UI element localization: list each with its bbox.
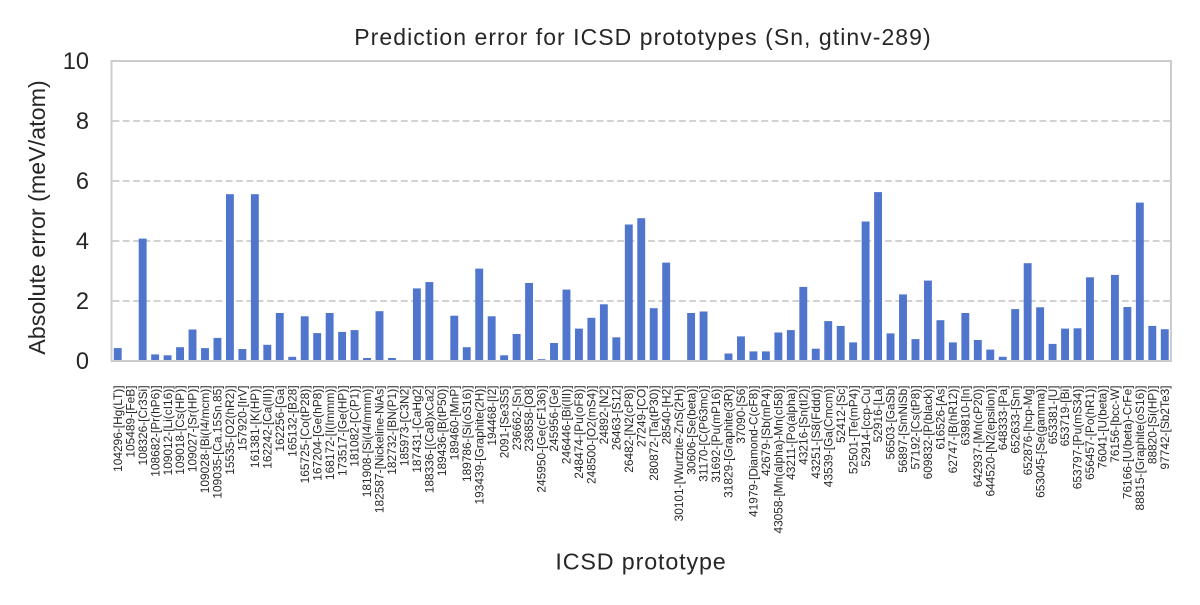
svg-text:616526-[As]: 616526-[As]	[934, 386, 948, 450]
svg-text:Absolute error (meV/atom): Absolute error (meV/atom)	[24, 80, 50, 354]
svg-text:Prediction error for ICSD prot: Prediction error for ICSD prototypes (Sn…	[354, 24, 931, 50]
svg-text:109028-[Bi(I4/mcm)]: 109028-[Bi(I4/mcm)]	[198, 386, 212, 494]
svg-text:236858-[O8]: 236858-[O8]	[522, 386, 536, 452]
svg-text:43539-[Ga(Cmcm)]: 43539-[Ga(Cmcm)]	[821, 386, 835, 488]
svg-text:108682-[Pr(hP6)]: 108682-[Pr(hP6)]	[148, 386, 162, 477]
svg-text:41979-[Diamond-C(cF8)]: 41979-[Diamond-C(cF8)]	[747, 386, 761, 518]
svg-text:26482-[N2(cP8)]: 26482-[N2(cP8)]	[622, 386, 636, 473]
svg-text:56503-[GaSb]: 56503-[GaSb]	[884, 386, 898, 460]
svg-text:88815-[Graphite(oS16)]: 88815-[Graphite(oS16)]	[1133, 386, 1147, 511]
svg-text:30606-[Se(beta)]: 30606-[Se(beta)]	[684, 386, 698, 475]
svg-text:109018-[Cs(HP)]: 109018-[Cs(HP)]	[173, 386, 187, 475]
svg-text:652633-[Sm]: 652633-[Sm]	[1008, 386, 1022, 454]
svg-text:43251-[S8(Fddd)]: 43251-[S8(Fddd)]	[809, 386, 823, 479]
svg-text:194468-[I2]: 194468-[I2]	[485, 386, 499, 446]
svg-text:57192-[Cs(tP8)]: 57192-[Cs(tP8)]	[909, 386, 923, 470]
svg-text:52916-[La]: 52916-[La]	[871, 386, 885, 443]
svg-text:2091-[Se3S5]: 2091-[Se3S5]	[497, 386, 511, 459]
svg-text:10: 10	[63, 49, 89, 75]
svg-text:653797-[Pu(mS34)]: 653797-[Pu(mS34)]	[1071, 386, 1085, 490]
svg-text:27249-[CO]: 27249-[CO]	[634, 386, 648, 447]
svg-text:31829-[Graphite(3R)]: 31829-[Graphite(3R)]	[722, 386, 736, 498]
svg-text:644520-[N2(epsilon)]: 644520-[N2(epsilon)]	[983, 386, 997, 497]
svg-text:193439-[Graphite(2H)]: 193439-[Graphite(2H)]	[472, 386, 486, 505]
svg-text:88820-[Si(HP)]: 88820-[Si(HP)]	[1145, 386, 1159, 465]
svg-text:62747-[B(hR12)]: 62747-[B(hR12)]	[946, 386, 960, 474]
svg-text:31692-[Pu(mP16)]: 31692-[Pu(mP16)]	[709, 386, 723, 483]
svg-text:76156-[bcc-W]: 76156-[bcc-W]	[1108, 386, 1122, 463]
svg-text:187431-[CaHg2]: 187431-[CaHg2]	[410, 386, 424, 473]
svg-text:26463-[S12]: 26463-[S12]	[609, 386, 623, 451]
svg-text:280872-[Ta(tP30)]: 280872-[Ta(tP30)]	[647, 386, 661, 481]
svg-text:37090-[S6]: 37090-[S6]	[734, 386, 748, 444]
svg-text:0: 0	[76, 349, 89, 375]
svg-text:165132-[B28]: 165132-[B28]	[285, 386, 299, 457]
svg-text:168172-[I(Immm)]: 168172-[I(Immm)]	[323, 386, 337, 481]
svg-text:161381-[K(HP)]: 161381-[K(HP)]	[248, 386, 262, 469]
svg-text:28540-[H2]: 28540-[H2]	[659, 386, 673, 445]
svg-text:173517-[Ge(HP)]: 173517-[Ge(HP)]	[335, 386, 349, 477]
svg-text:104296-[Hg(LT)]: 104296-[Hg(LT)]	[111, 386, 125, 472]
svg-text:189786-[Si(oS16)]: 189786-[Si(oS16)]	[460, 386, 474, 483]
svg-text:245956-[Ge]: 245956-[Ge]	[547, 386, 561, 452]
svg-text:8: 8	[76, 109, 89, 135]
svg-text:656457-[Po(hR1)]: 656457-[Po(hR1)]	[1083, 386, 1097, 481]
svg-text:248474-[Pu(oF8)]: 248474-[Pu(oF8)]	[572, 386, 586, 479]
svg-text:181082-[C(P1)]: 181082-[C(P1)]	[348, 386, 362, 467]
svg-text:236662-[Sn]: 236662-[Sn]	[510, 386, 524, 451]
svg-text:162242-[Ca(III)]: 162242-[Ca(III)]	[260, 386, 274, 469]
svg-text:4: 4	[76, 229, 89, 255]
svg-text:182587-[Nickeline-NiAs]: 182587-[Nickeline-NiAs]	[373, 386, 387, 514]
svg-text:52914-[ccp-Cu]: 52914-[ccp-Cu]	[859, 386, 873, 467]
svg-text:181908-[Si(I4/mmm)]: 181908-[Si(I4/mmm)]	[360, 386, 374, 498]
svg-text:30101-[Wurtzite-ZnS(2H)]: 30101-[Wurtzite-ZnS(2H)]	[672, 386, 686, 522]
svg-text:642937-[Mn(cP20)]: 642937-[Mn(cP20)]	[971, 386, 985, 488]
svg-text:108326-[Cr3Si]: 108326-[Cr3Si]	[136, 386, 150, 466]
svg-text:109027-[Sr(HP)]: 109027-[Sr(HP)]	[186, 386, 200, 473]
svg-text:6: 6	[76, 169, 89, 195]
svg-text:246446-[Bi(III)]: 246446-[Bi(III)]	[560, 386, 574, 465]
svg-text:185973-[C3N2]: 185973-[C3N2]	[398, 386, 412, 467]
svg-text:245950-[Ge(cF136)]: 245950-[Ge(cF136)]	[535, 386, 549, 493]
svg-text:188336-[(Ca8)xCa2]: 188336-[(Ca8)xCa2]	[423, 386, 437, 494]
svg-text:167204-[Ge(hP8)]: 167204-[Ge(hP8)]	[310, 386, 324, 481]
svg-text:15535-[O2(hR2)]: 15535-[O2(hR2)]	[223, 386, 237, 475]
svg-text:76166-[U(beta)-CrFe]: 76166-[U(beta)-CrFe]	[1121, 386, 1135, 500]
svg-text:52501-[Te(mP4)]: 52501-[Te(mP4)]	[846, 386, 860, 475]
svg-text:52412-[Sc]: 52412-[Sc]	[834, 386, 848, 444]
svg-text:76041-[U(beta)]: 76041-[U(beta)]	[1096, 386, 1110, 469]
svg-text:653719-[Bi]: 653719-[Bi]	[1058, 386, 1072, 447]
svg-text:56897-[SmNiSb]: 56897-[SmNiSb]	[896, 386, 910, 473]
svg-text:109012-[Li(cI16)]: 109012-[Li(cI16)]	[161, 386, 175, 476]
svg-text:2: 2	[76, 289, 89, 315]
svg-text:652876-[hcp-Mg]: 652876-[hcp-Mg]	[1021, 386, 1035, 476]
svg-text:43211-[Po(alpha)]: 43211-[Po(alpha)]	[784, 386, 798, 480]
svg-text:653045-[Se(gamma)]: 653045-[Se(gamma)]	[1033, 386, 1047, 498]
svg-text:42679-[Sb(mP4)]: 42679-[Sb(mP4)]	[759, 386, 773, 477]
svg-text:43216-[Sn(tI2)]: 43216-[Sn(tI2)]	[796, 386, 810, 465]
svg-text:24892-[N2]: 24892-[N2]	[597, 386, 611, 445]
svg-text:31170-[C(P63mc)]: 31170-[C(P63mc)]	[697, 386, 711, 482]
svg-text:162256-[Ga]: 162256-[Ga]	[273, 386, 287, 452]
svg-text:189436-[B(tP50)]: 189436-[B(tP50)]	[435, 386, 449, 477]
svg-text:648333-[Pa]: 648333-[Pa]	[996, 386, 1010, 451]
svg-text:165725-[Co(tP28)]: 165725-[Co(tP28)]	[298, 386, 312, 484]
svg-text:157920-[IrV]: 157920-[IrV]	[236, 386, 250, 451]
svg-text:109035-[Ca.15Sn.85]: 109035-[Ca.15Sn.85]	[211, 386, 225, 499]
svg-text:639810-[In]: 639810-[In]	[958, 386, 972, 446]
svg-text:182732-[BN(P1)]: 182732-[BN(P1)]	[385, 386, 399, 475]
svg-text:105489-[FeB]: 105489-[FeB]	[123, 386, 137, 458]
svg-text:ICSD prototype: ICSD prototype	[555, 548, 726, 574]
svg-text:248500-[O2(mS4)]: 248500-[O2(mS4)]	[585, 386, 599, 484]
svg-text:189460-[MnP]: 189460-[MnP]	[447, 386, 461, 461]
svg-text:43058-[Mn(alpha)-Mn(cI58)]: 43058-[Mn(alpha)-Mn(cI58)]	[772, 386, 786, 534]
svg-text:609832-[P(black)]: 609832-[P(black)]	[921, 386, 935, 480]
svg-text:653381-[U]: 653381-[U]	[1046, 386, 1060, 445]
svg-text:97742-[Sb2Te3]: 97742-[Sb2Te3]	[1158, 386, 1172, 470]
